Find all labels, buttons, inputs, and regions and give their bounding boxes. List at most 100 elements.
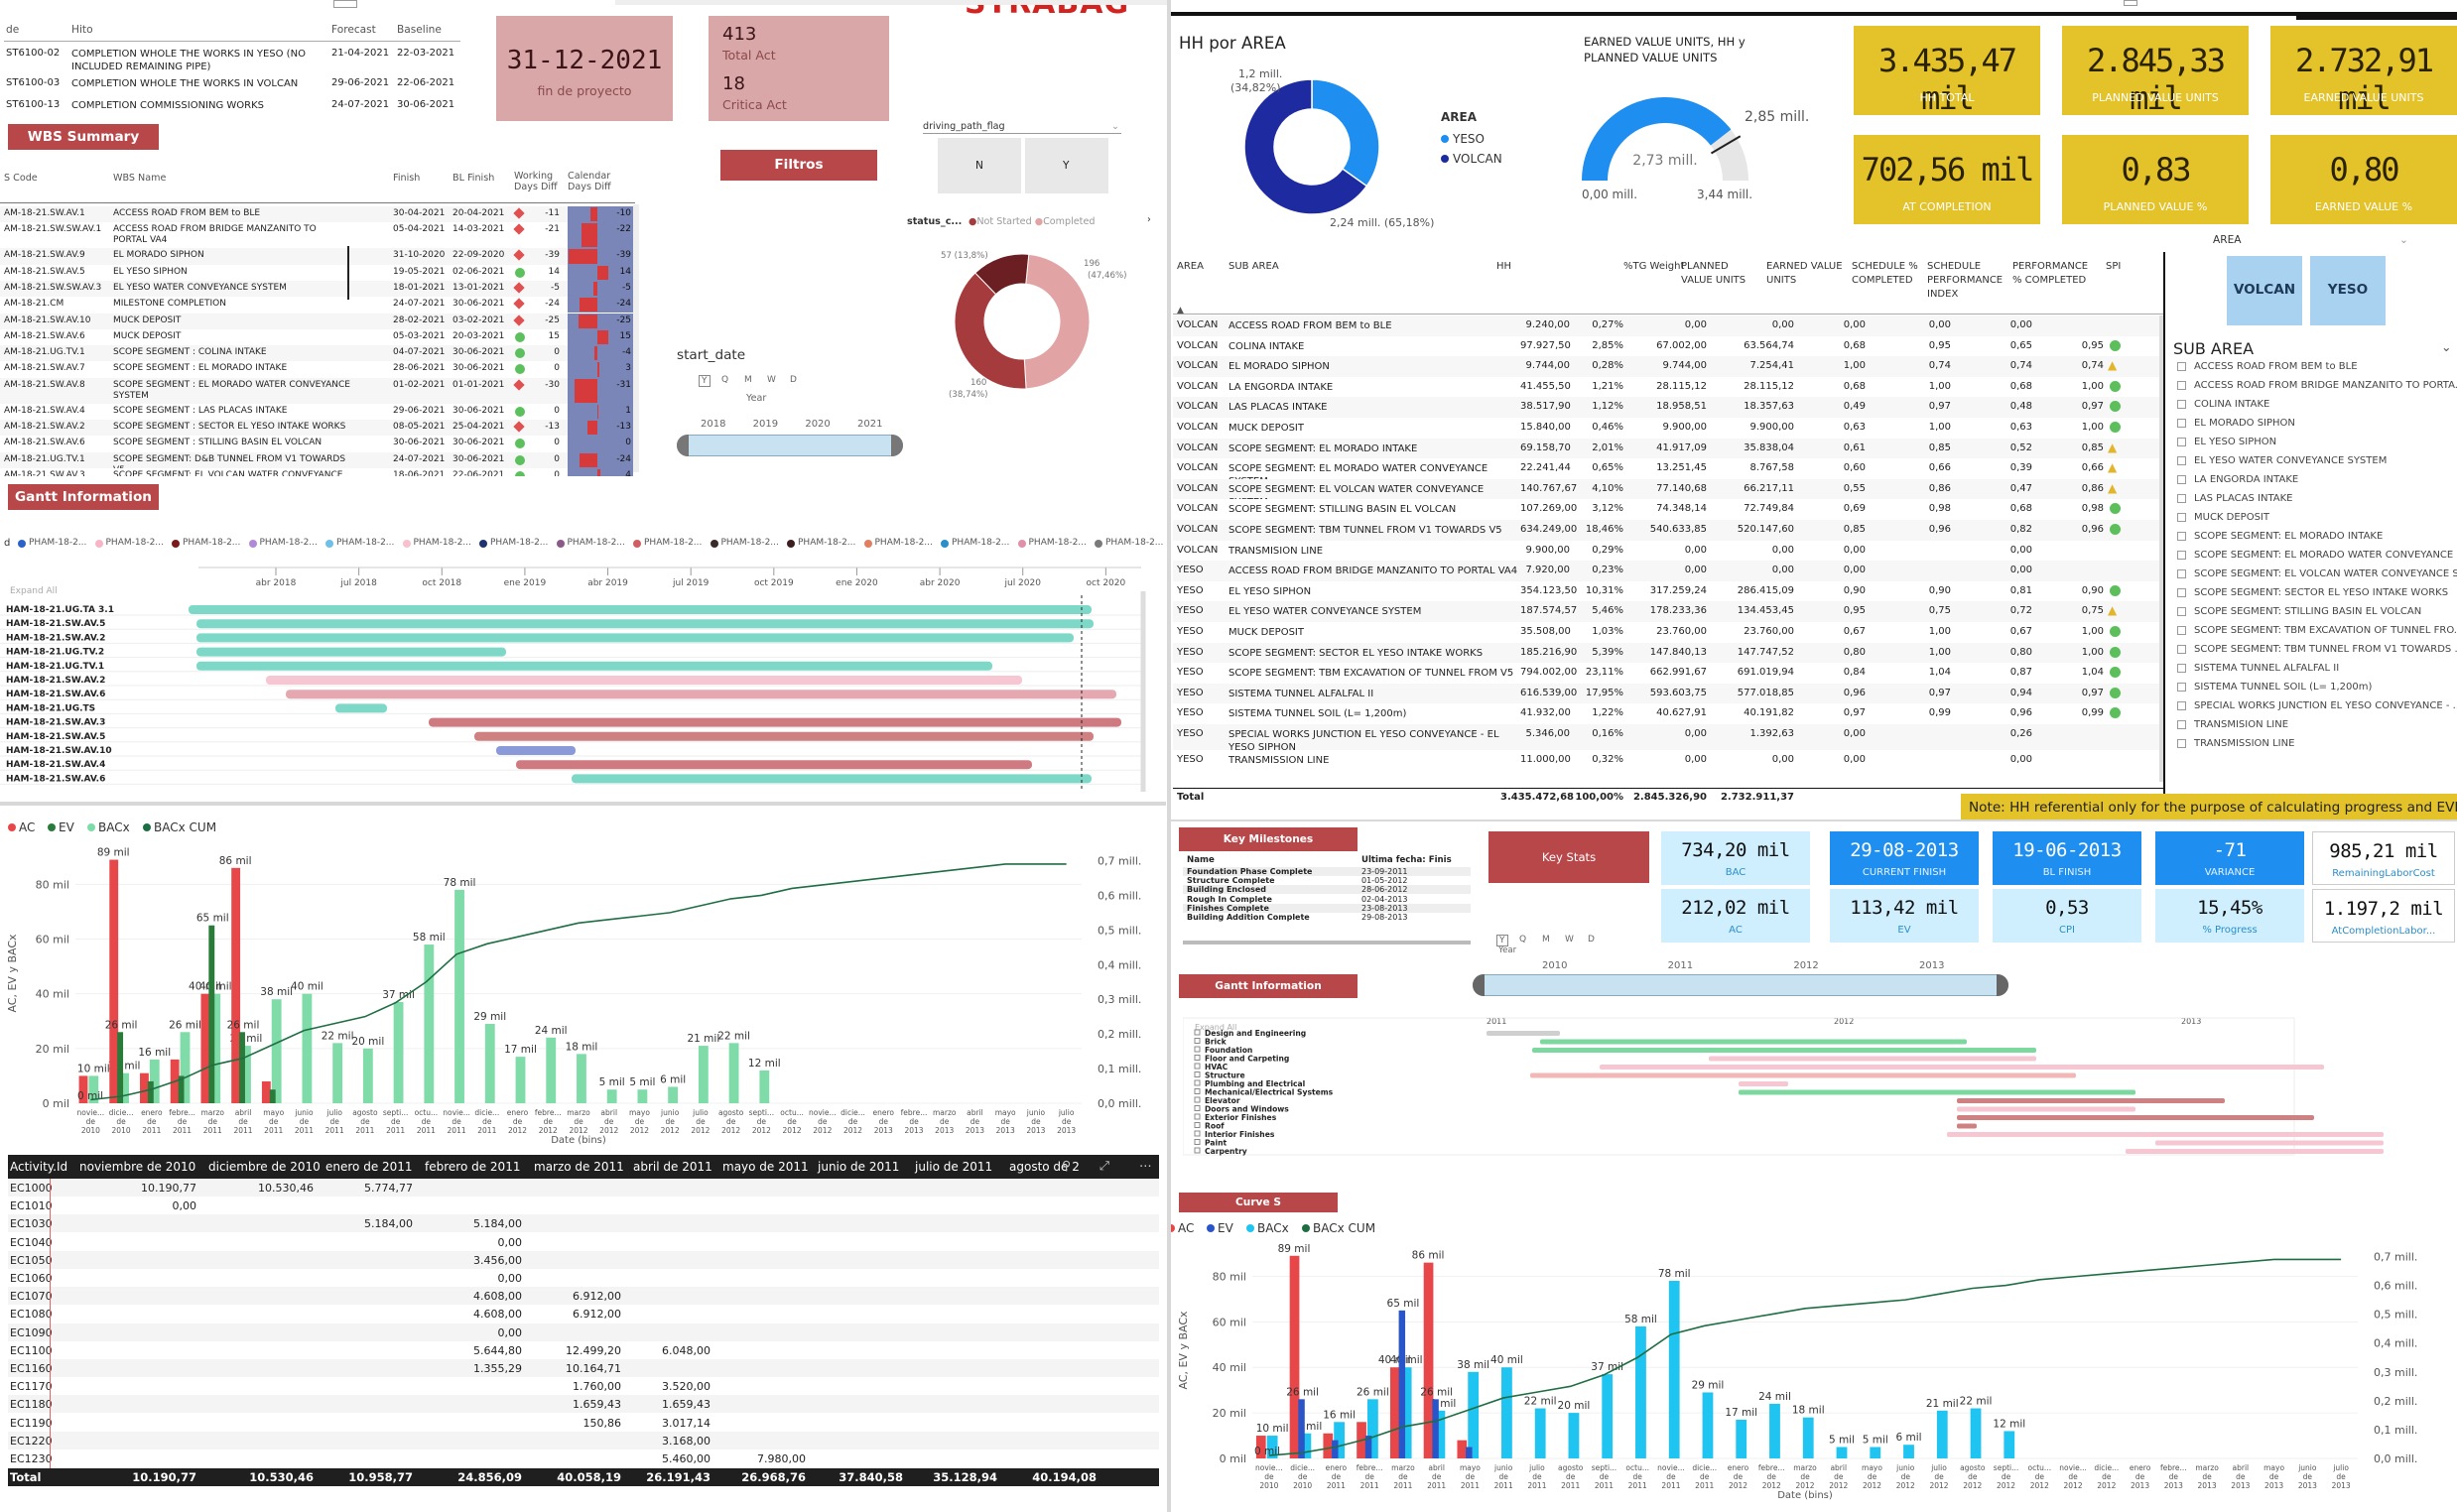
ok-circle-icon — [2110, 667, 2121, 679]
granularity-M[interactable]: M — [1542, 935, 1550, 945]
km-scrollbar[interactable] — [1183, 941, 1471, 945]
focus-mode-icon[interactable]: ⤢ — [1099, 1158, 1110, 1173]
warning-triangle-icon: ▲ — [2108, 603, 2118, 618]
gantt-row-label: HAM-18-21.SW.AV.2 — [6, 633, 105, 643]
x-tick: de — [86, 1117, 96, 1126]
granularity-Q[interactable]: Q — [721, 375, 729, 385]
granularity-W[interactable]: W — [767, 375, 776, 385]
filter-icon[interactable]: ⚲ — [1062, 1158, 1072, 1173]
checkbox[interactable] — [2177, 587, 2186, 597]
subarea-item[interactable]: EL MORADO SIPHON — [2177, 418, 2295, 429]
wbs-code: AM-18-21.SW.AV.6 — [4, 330, 85, 341]
slider-handle-left-2[interactable] — [1473, 974, 1485, 996]
table-row — [8, 1250, 1159, 1269]
checkbox[interactable] — [2177, 663, 2186, 673]
granularity-M[interactable]: M — [744, 375, 752, 385]
donut-slice-completed — [1023, 253, 1091, 390]
curve-s-button[interactable]: Curve S — [1179, 1193, 1338, 1212]
checkbox[interactable] — [2177, 531, 2186, 541]
donut-label-volcan: 2,24 mill. (65,18%) — [1330, 216, 1434, 229]
driving-path-y[interactable]: Y — [1024, 137, 1109, 194]
area-yeso-button[interactable]: YESO — [2310, 256, 2386, 325]
date-range-slider-2[interactable] — [1473, 974, 2008, 996]
driving-path-n[interactable]: N — [937, 137, 1022, 194]
granularity-Y[interactable]: Y — [1496, 935, 1508, 946]
activity-value: 0,00 — [497, 1325, 523, 1339]
subarea-item[interactable]: ACCESS ROAD FROM BEM to BLE — [2177, 361, 2358, 372]
chevron-down-icon[interactable]: ⌄ — [2441, 339, 2452, 354]
chevron-down-icon[interactable]: ⌄ — [1111, 121, 1120, 132]
wbs-summary-button[interactable]: WBS Summary — [8, 124, 159, 150]
kpi-label: PLANNED VALUE % — [2103, 200, 2208, 213]
subarea-item[interactable]: LAS PLACAS INTAKE — [2177, 493, 2293, 504]
wbs-h-cdd: Calendar Days Diff — [568, 171, 611, 192]
checkbox[interactable] — [2177, 682, 2186, 692]
filters-button[interactable]: Filtros — [720, 150, 877, 181]
subarea-item[interactable]: EL YESO SIPHON — [2177, 437, 2276, 447]
top-scroll-thumb[interactable] — [333, 0, 357, 8]
subarea-item[interactable]: SISTEMA TUNNEL SOIL (L= 1,200m) — [2177, 682, 2372, 693]
evm-value: 0,00 — [1928, 319, 1951, 330]
evm-value: 317.259,24 — [1649, 584, 1707, 596]
subarea-item[interactable]: SCOPE SEGMENT: STILLING BASIN EL VOLCAN — [2177, 606, 2421, 617]
checkbox[interactable] — [2177, 437, 2186, 446]
legend-item: PHAM-18-2... — [336, 538, 395, 548]
checkbox[interactable] — [2177, 606, 2186, 616]
subarea-item[interactable]: SCOPE SEGMENT: TBM EXCAVATION OF TUNNEL … — [2177, 625, 2457, 636]
checkbox[interactable] — [2177, 418, 2186, 428]
bar-label: 89 mil — [97, 847, 130, 859]
slider-handle-left[interactable] — [677, 435, 689, 456]
checkbox[interactable] — [2177, 738, 2186, 748]
subarea-item[interactable]: SCOPE SEGMENT: EL MORADO INTAKE — [2177, 531, 2383, 542]
checkbox[interactable] — [2177, 474, 2186, 484]
subarea-item[interactable]: TRANSMISSION LINE — [2177, 738, 2294, 749]
wbs-scrollbar[interactable] — [633, 204, 639, 472]
checkbox[interactable] — [2177, 568, 2186, 578]
subarea-item[interactable]: TRANSMISION LINE — [2177, 719, 2288, 730]
key-milestones-button[interactable]: Key Milestones — [1179, 827, 1358, 851]
top-scroll-thumb-2[interactable] — [2124, 0, 2137, 6]
checkbox[interactable] — [2177, 455, 2186, 465]
checkbox[interactable] — [2177, 644, 2186, 654]
checkbox[interactable] — [2177, 361, 2186, 371]
subarea-item[interactable]: ACCESS ROAD FROM BRIDGE MANZANITO TO POR… — [2177, 380, 2457, 391]
slider-handle-right-2[interactable] — [1997, 974, 2008, 996]
top-scroll-track[interactable] — [615, 0, 1171, 5]
checkbox[interactable] — [2177, 550, 2186, 560]
chevron-down-icon[interactable]: ⌄ — [2399, 234, 2408, 246]
checkbox[interactable] — [2177, 512, 2186, 522]
area-volcan-button[interactable]: VOLCAN — [2227, 256, 2302, 325]
subarea-item[interactable]: SCOPE SEGMENT: TBM TUNNEL FROM V1 TOWARD… — [2177, 644, 2457, 655]
granularity-Q[interactable]: Q — [1519, 935, 1527, 945]
checkbox[interactable] — [2177, 700, 2186, 710]
bar-ev — [178, 1075, 185, 1103]
granularity-D[interactable]: D — [790, 375, 797, 385]
gantt-info-button-2[interactable]: Gantt Information — [1179, 974, 1358, 998]
checkbox[interactable] — [2177, 399, 2186, 409]
granularity-W[interactable]: W — [1565, 935, 1574, 945]
checkbox[interactable] — [2177, 493, 2186, 503]
subarea-item[interactable]: LA ENGORDA INTAKE — [2177, 474, 2298, 485]
more-options-icon[interactable]: ⋯ — [1139, 1158, 1152, 1173]
key-stats-button[interactable]: Key Stats — [1488, 831, 1649, 883]
gantt-info-button[interactable]: Gantt Information — [8, 484, 159, 510]
subarea-item[interactable]: SPECIAL WORKS JUNCTION EL YESO CONVEYANC… — [2177, 700, 2457, 711]
subarea-item[interactable]: COLINA INTAKE — [2177, 399, 2269, 410]
subarea-item[interactable]: MUCK DEPOSIT — [2177, 512, 2269, 523]
granularity-Y[interactable]: Y — [699, 375, 711, 387]
slider-handle-right[interactable] — [891, 435, 903, 456]
checkbox[interactable] — [2177, 719, 2186, 729]
subarea-item[interactable]: EL YESO WATER CONVEYANCE SYSTEM — [2177, 455, 2387, 466]
subarea-item[interactable]: SISTEMA TUNNEL ALFALFAL II — [2177, 663, 2339, 674]
x-tick: de — [757, 1117, 767, 1126]
chevron-right-icon[interactable]: › — [1147, 214, 1151, 225]
date-range-slider[interactable] — [677, 435, 903, 456]
subarea-item[interactable]: SCOPE SEGMENT: EL VOLCAN WATER CONVEYANC… — [2177, 568, 2457, 579]
subarea-item[interactable]: SCOPE SEGMENT: EL MORADO WATER CONVEYANC… — [2177, 550, 2457, 561]
checkbox[interactable] — [2177, 625, 2186, 635]
x-tick: novie... — [1657, 1463, 1685, 1472]
expand-toggle-icon — [1194, 1088, 1201, 1094]
granularity-D[interactable]: D — [1588, 935, 1595, 945]
checkbox[interactable] — [2177, 380, 2186, 390]
subarea-item[interactable]: SCOPE SEGMENT: SECTOR EL YESO INTAKE WOR… — [2177, 587, 2448, 598]
